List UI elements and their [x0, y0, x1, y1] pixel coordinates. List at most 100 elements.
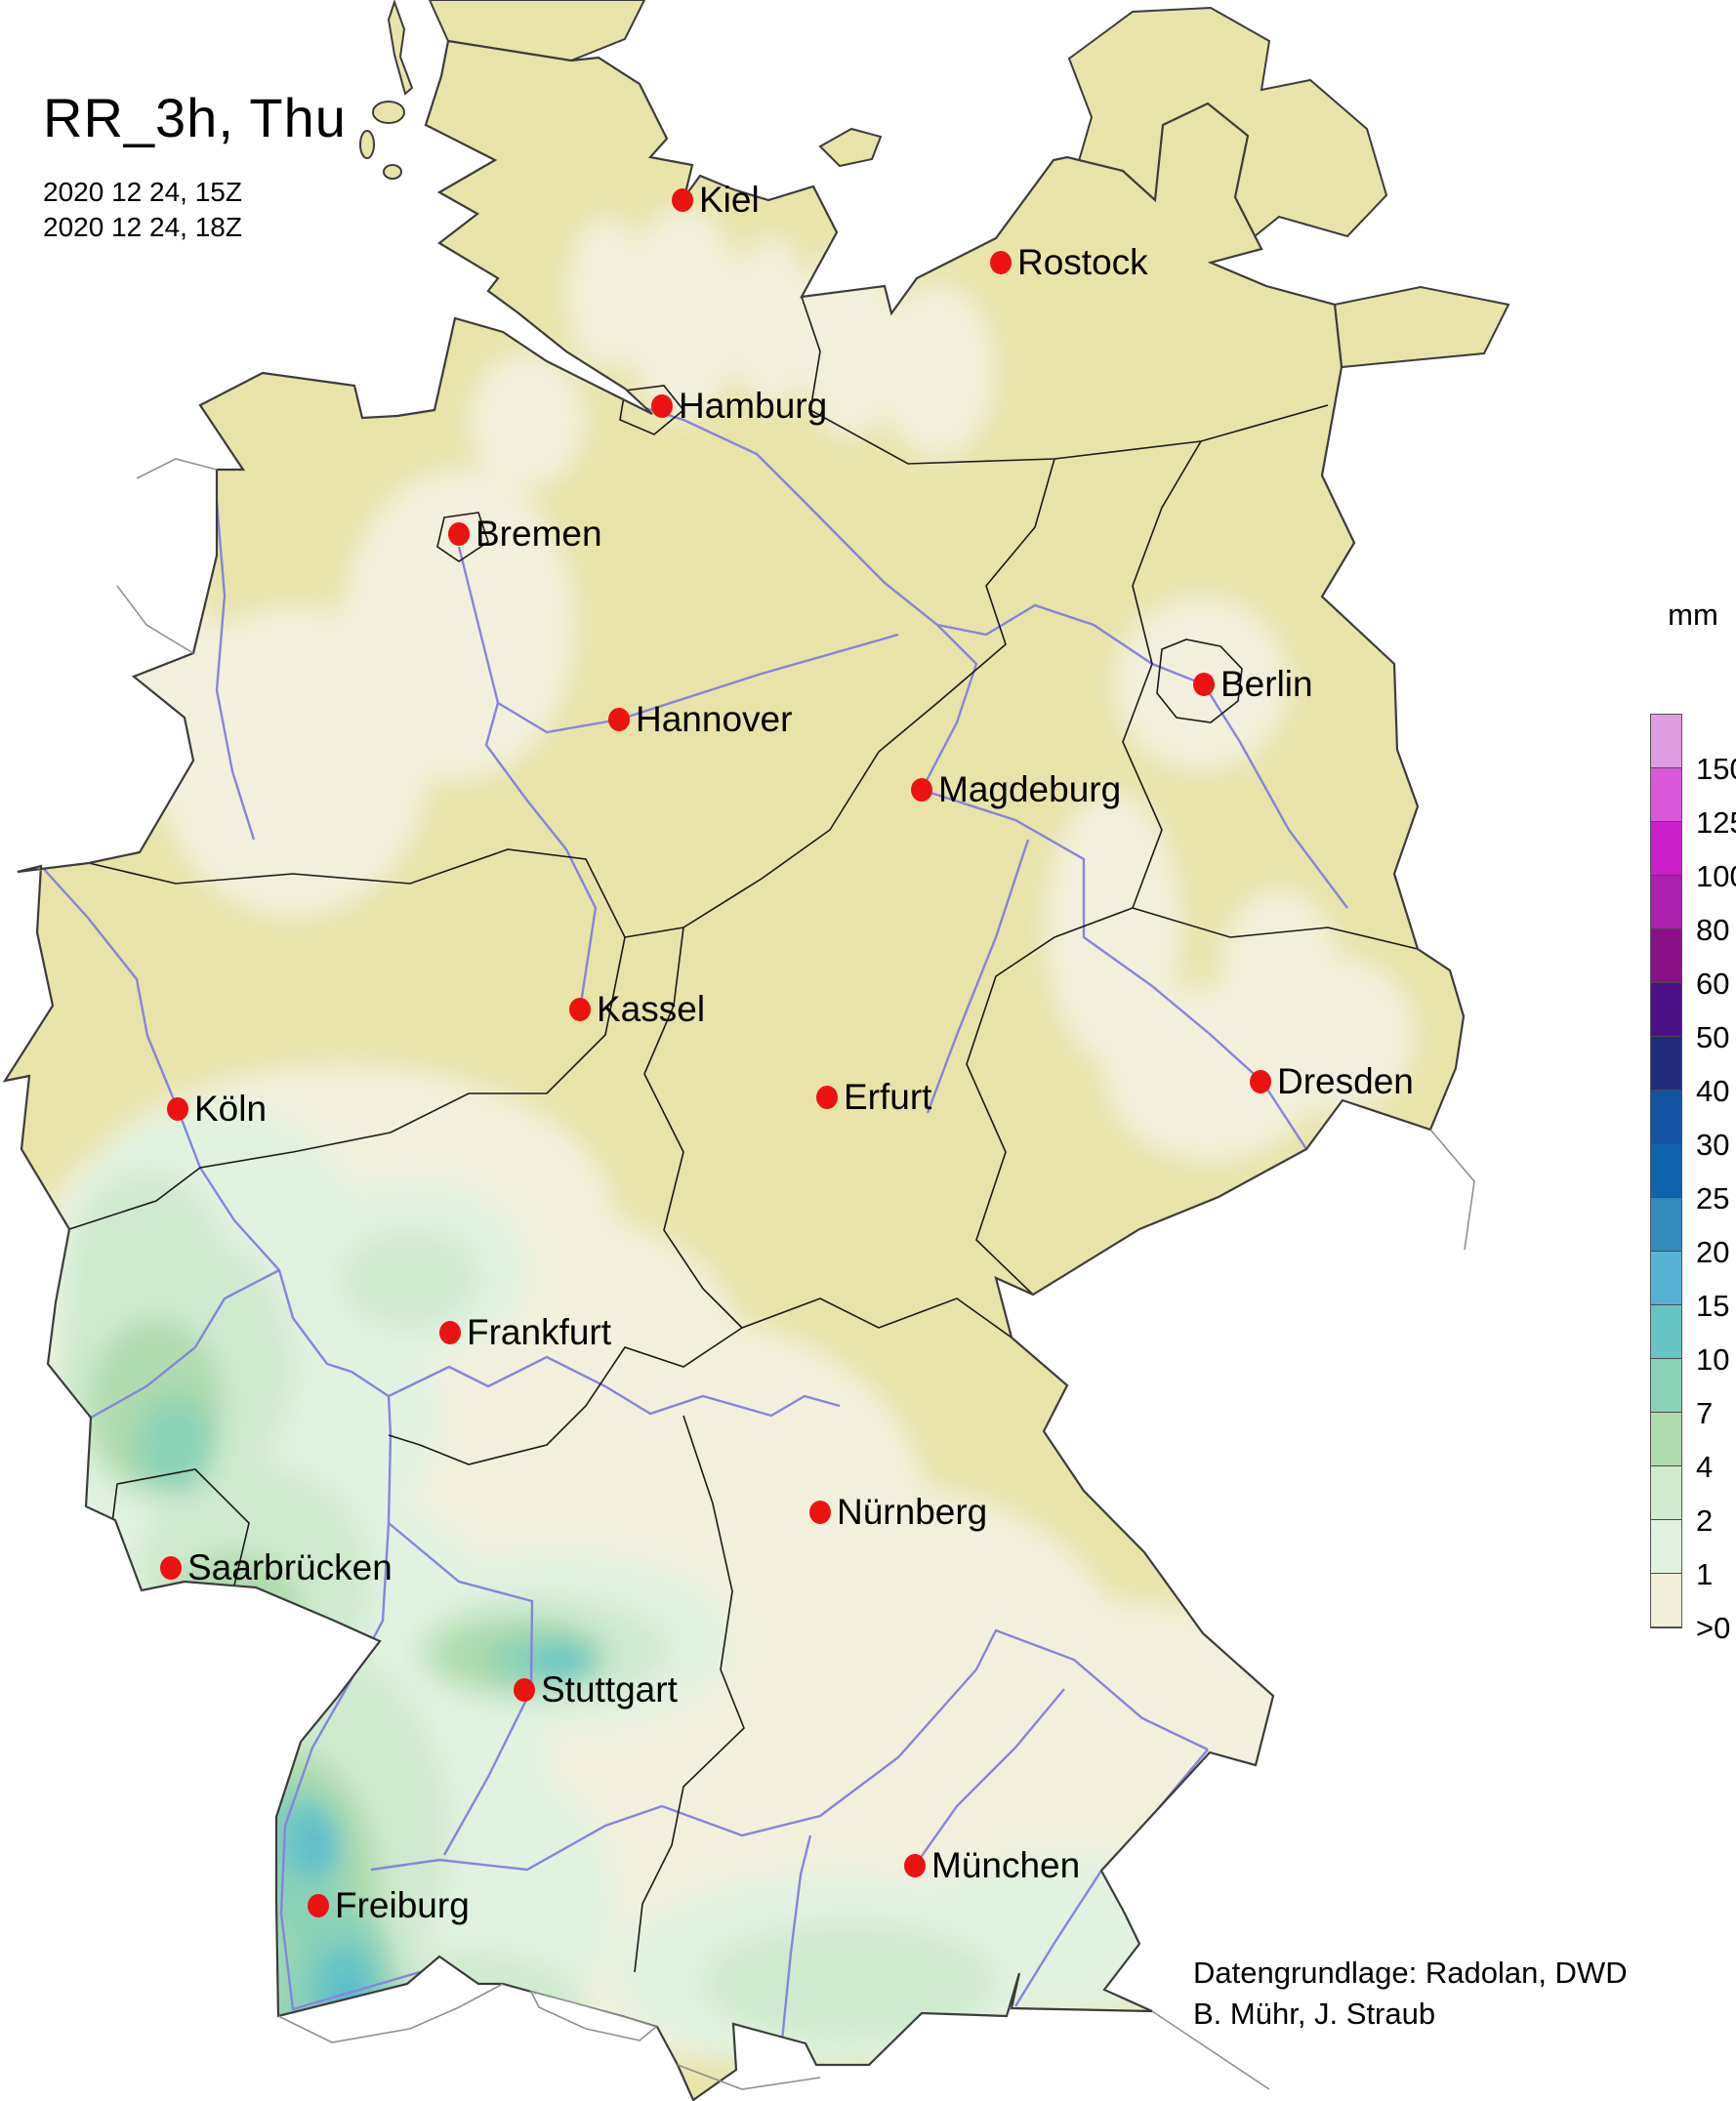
river-main	[388, 1355, 841, 1418]
city-dot	[809, 1501, 831, 1524]
river-danube	[370, 1628, 1209, 1872]
legend-segment	[1651, 1466, 1681, 1520]
river-rhine	[40, 865, 479, 2011]
legend-segment	[1651, 1574, 1681, 1627]
legend-tick-label: 150	[1696, 752, 1736, 786]
legend-colorbar	[1650, 714, 1682, 1628]
legend-unit-label: mm	[1668, 597, 1718, 632]
legend-segment	[1651, 1198, 1681, 1252]
city-dot	[308, 1894, 329, 1917]
river-elbe	[644, 406, 1308, 1150]
city-marker-berlin: Berlin	[1193, 664, 1313, 705]
city-label: Kassel	[597, 989, 706, 1029]
legend-segment	[1651, 1520, 1681, 1574]
city-label: Kiel	[699, 180, 760, 220]
city-dot	[1193, 673, 1215, 696]
city-dot	[448, 522, 470, 546]
denmark-mainland	[428, 0, 646, 62]
neighbor-borders	[116, 458, 1475, 2090]
city-label: Erfurt	[844, 1077, 932, 1117]
legend-tick-label: 2	[1696, 1504, 1714, 1538]
city-label: Dresden	[1277, 1061, 1414, 1101]
river-neckar	[388, 1522, 534, 1856]
river-lech	[779, 1834, 812, 2051]
legend-tick-label: 1	[1696, 1557, 1714, 1591]
legend-segment	[1651, 1037, 1681, 1091]
city-label: Hannover	[636, 699, 793, 739]
legend-tick-label: 100	[1696, 859, 1736, 893]
city-label: Frankfurt	[467, 1312, 612, 1352]
legend-tick-label: 60	[1696, 967, 1730, 1001]
city-label: Hamburg	[679, 386, 828, 426]
legend-segment	[1651, 822, 1681, 876]
legend-segment	[1651, 715, 1681, 768]
city-label: Rostock	[1017, 242, 1148, 282]
legend-segment	[1651, 768, 1681, 822]
legend-tick-label: 7	[1696, 1396, 1714, 1430]
poland-corner	[1333, 285, 1510, 369]
attribution-source: Datengrundlage: Radolan, DWD	[1193, 1956, 1628, 1990]
map-title: RR_3h, Thu	[43, 87, 347, 148]
sylt-island	[387, 0, 414, 96]
fehmarn-island	[818, 127, 883, 168]
city-dot	[514, 1678, 535, 1702]
legend-tick-label: 80	[1696, 913, 1730, 947]
precipitation-shading	[10, 205, 1416, 2075]
city-dot	[569, 998, 591, 1021]
city-marker-nrnberg: Nürnberg	[809, 1492, 987, 1533]
city-marker-saarbrcken: Saarbrücken	[160, 1547, 393, 1588]
city-marker-stuttgart: Stuttgart	[514, 1669, 678, 1710]
legend-segment	[1651, 1359, 1681, 1413]
river-ems	[215, 501, 256, 841]
city-marker-freiburg: Freiburg	[308, 1885, 470, 1926]
legend-segment	[1651, 1305, 1681, 1359]
legend-segment	[1651, 1413, 1681, 1466]
attribution-authors: B. Mühr, J. Straub	[1193, 1997, 1436, 2031]
city-marker-kiel: Kiel	[672, 180, 760, 221]
city-dot	[608, 708, 630, 731]
city-dot	[1250, 1070, 1271, 1093]
city-label: Magdeburg	[938, 769, 1122, 809]
city-marker-magdeburg: Magdeburg	[911, 769, 1121, 810]
legend-segment	[1651, 1252, 1681, 1305]
river-saale	[926, 839, 1030, 1114]
start-time: 2020 12 24, 15Z	[43, 177, 242, 207]
legend-tick-label: 50	[1696, 1020, 1730, 1054]
city-label: Berlin	[1220, 664, 1313, 704]
legend-tick-label: 15	[1696, 1289, 1730, 1323]
legend-segment	[1651, 983, 1681, 1037]
legend-tick-label: 125	[1696, 805, 1736, 840]
attribution: Datengrundlage: Radolan, DWD B. Mühr, J.…	[1193, 1953, 1628, 2035]
city-label: Freiburg	[335, 1885, 470, 1925]
city-label: München	[931, 1845, 1081, 1885]
foehr-island	[372, 101, 405, 124]
legend-tick-label: >0	[1696, 1611, 1731, 1645]
city-marker-dresden: Dresden	[1250, 1061, 1414, 1102]
amrum-island	[359, 130, 375, 159]
city-marker-kassel: Kassel	[569, 989, 705, 1030]
river-weser	[457, 546, 598, 1010]
legend-segment	[1651, 1091, 1681, 1144]
city-marker-erfurt: Erfurt	[816, 1077, 931, 1118]
city-label: Köln	[194, 1089, 268, 1129]
title-block: RR_3h, Thu 2020 12 24, 15Z 2020 12 24, 1…	[43, 86, 347, 245]
legend-tick-label: 25	[1696, 1181, 1730, 1215]
city-marker-hannover: Hannover	[608, 699, 792, 740]
city-marker-bremen: Bremen	[448, 514, 602, 555]
state-borders	[68, 296, 1419, 1973]
city-dot	[651, 394, 673, 418]
city-dot	[439, 1321, 461, 1344]
city-label: Bremen	[475, 514, 602, 554]
pellworm-island	[383, 164, 402, 180]
city-dot	[911, 778, 932, 802]
city-marker-mnchen: München	[904, 1845, 1080, 1886]
legend-segment	[1651, 876, 1681, 929]
city-label: Stuttgart	[541, 1669, 678, 1710]
valid-time-range: 2020 12 24, 15Z 2020 12 24, 18Z	[43, 175, 347, 245]
city-dot	[160, 1556, 182, 1580]
city-marker-rostock: Rostock	[990, 242, 1148, 283]
city-marker-kln: Köln	[167, 1089, 267, 1130]
city-marker-frankfurt: Frankfurt	[439, 1312, 611, 1353]
